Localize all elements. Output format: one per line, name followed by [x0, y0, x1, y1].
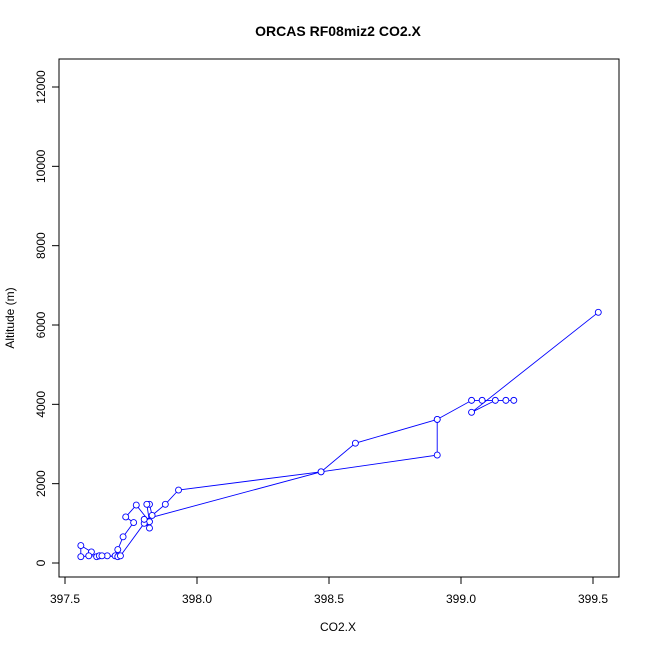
series-group	[77, 308, 602, 561]
data-point	[119, 533, 127, 541]
y-tick-label: 2000	[34, 470, 48, 497]
data-point	[130, 519, 138, 526]
x-axis: 397.5 398.0 398.5 399.0 399.5	[50, 576, 608, 606]
x-tick-label: 398.5	[314, 592, 344, 606]
data-point	[502, 396, 510, 404]
plot-frame	[58, 58, 620, 578]
data-point	[122, 513, 130, 521]
data-point	[433, 415, 441, 423]
x-tick-label: 399.0	[446, 592, 476, 606]
data-point	[77, 542, 85, 549]
data-point	[468, 408, 476, 416]
data-point	[351, 439, 359, 447]
y-axis-label: Altitude (m)	[3, 287, 17, 348]
data-point	[85, 552, 93, 560]
data-point	[116, 552, 124, 560]
data-point	[175, 486, 182, 494]
data-point	[491, 396, 499, 404]
data-point	[146, 524, 153, 532]
y-axis: 0 2000 4000 6000 8000 10000 12000	[34, 70, 60, 566]
x-tick-label: 397.5	[50, 592, 80, 606]
x-tick-label: 398.0	[182, 592, 212, 606]
y-tick-label: 4000	[34, 391, 48, 418]
data-point	[148, 511, 156, 519]
data-point	[478, 396, 486, 404]
x-tick-label: 399.5	[578, 592, 608, 606]
data-point	[98, 552, 106, 560]
data-point	[317, 468, 325, 476]
chart-title: ORCAS RF08miz2 CO2.X	[255, 23, 421, 39]
data-point	[433, 451, 441, 459]
data-point	[77, 553, 85, 561]
data-point	[143, 500, 151, 508]
data-point	[140, 515, 148, 523]
data-point	[594, 308, 602, 316]
y-tick-label: 0	[34, 559, 48, 566]
data-point	[510, 396, 518, 404]
x-axis-label: CO2.X	[320, 620, 356, 634]
y-tick-label: 10000	[34, 149, 48, 183]
data-point	[114, 546, 122, 553]
y-tick-label: 12000	[34, 70, 48, 104]
y-tick-label: 8000	[34, 232, 48, 259]
series-line	[80, 311, 599, 558]
data-point	[468, 396, 476, 404]
y-tick-label: 6000	[34, 311, 48, 338]
data-point	[161, 500, 169, 508]
data-point	[132, 501, 140, 509]
